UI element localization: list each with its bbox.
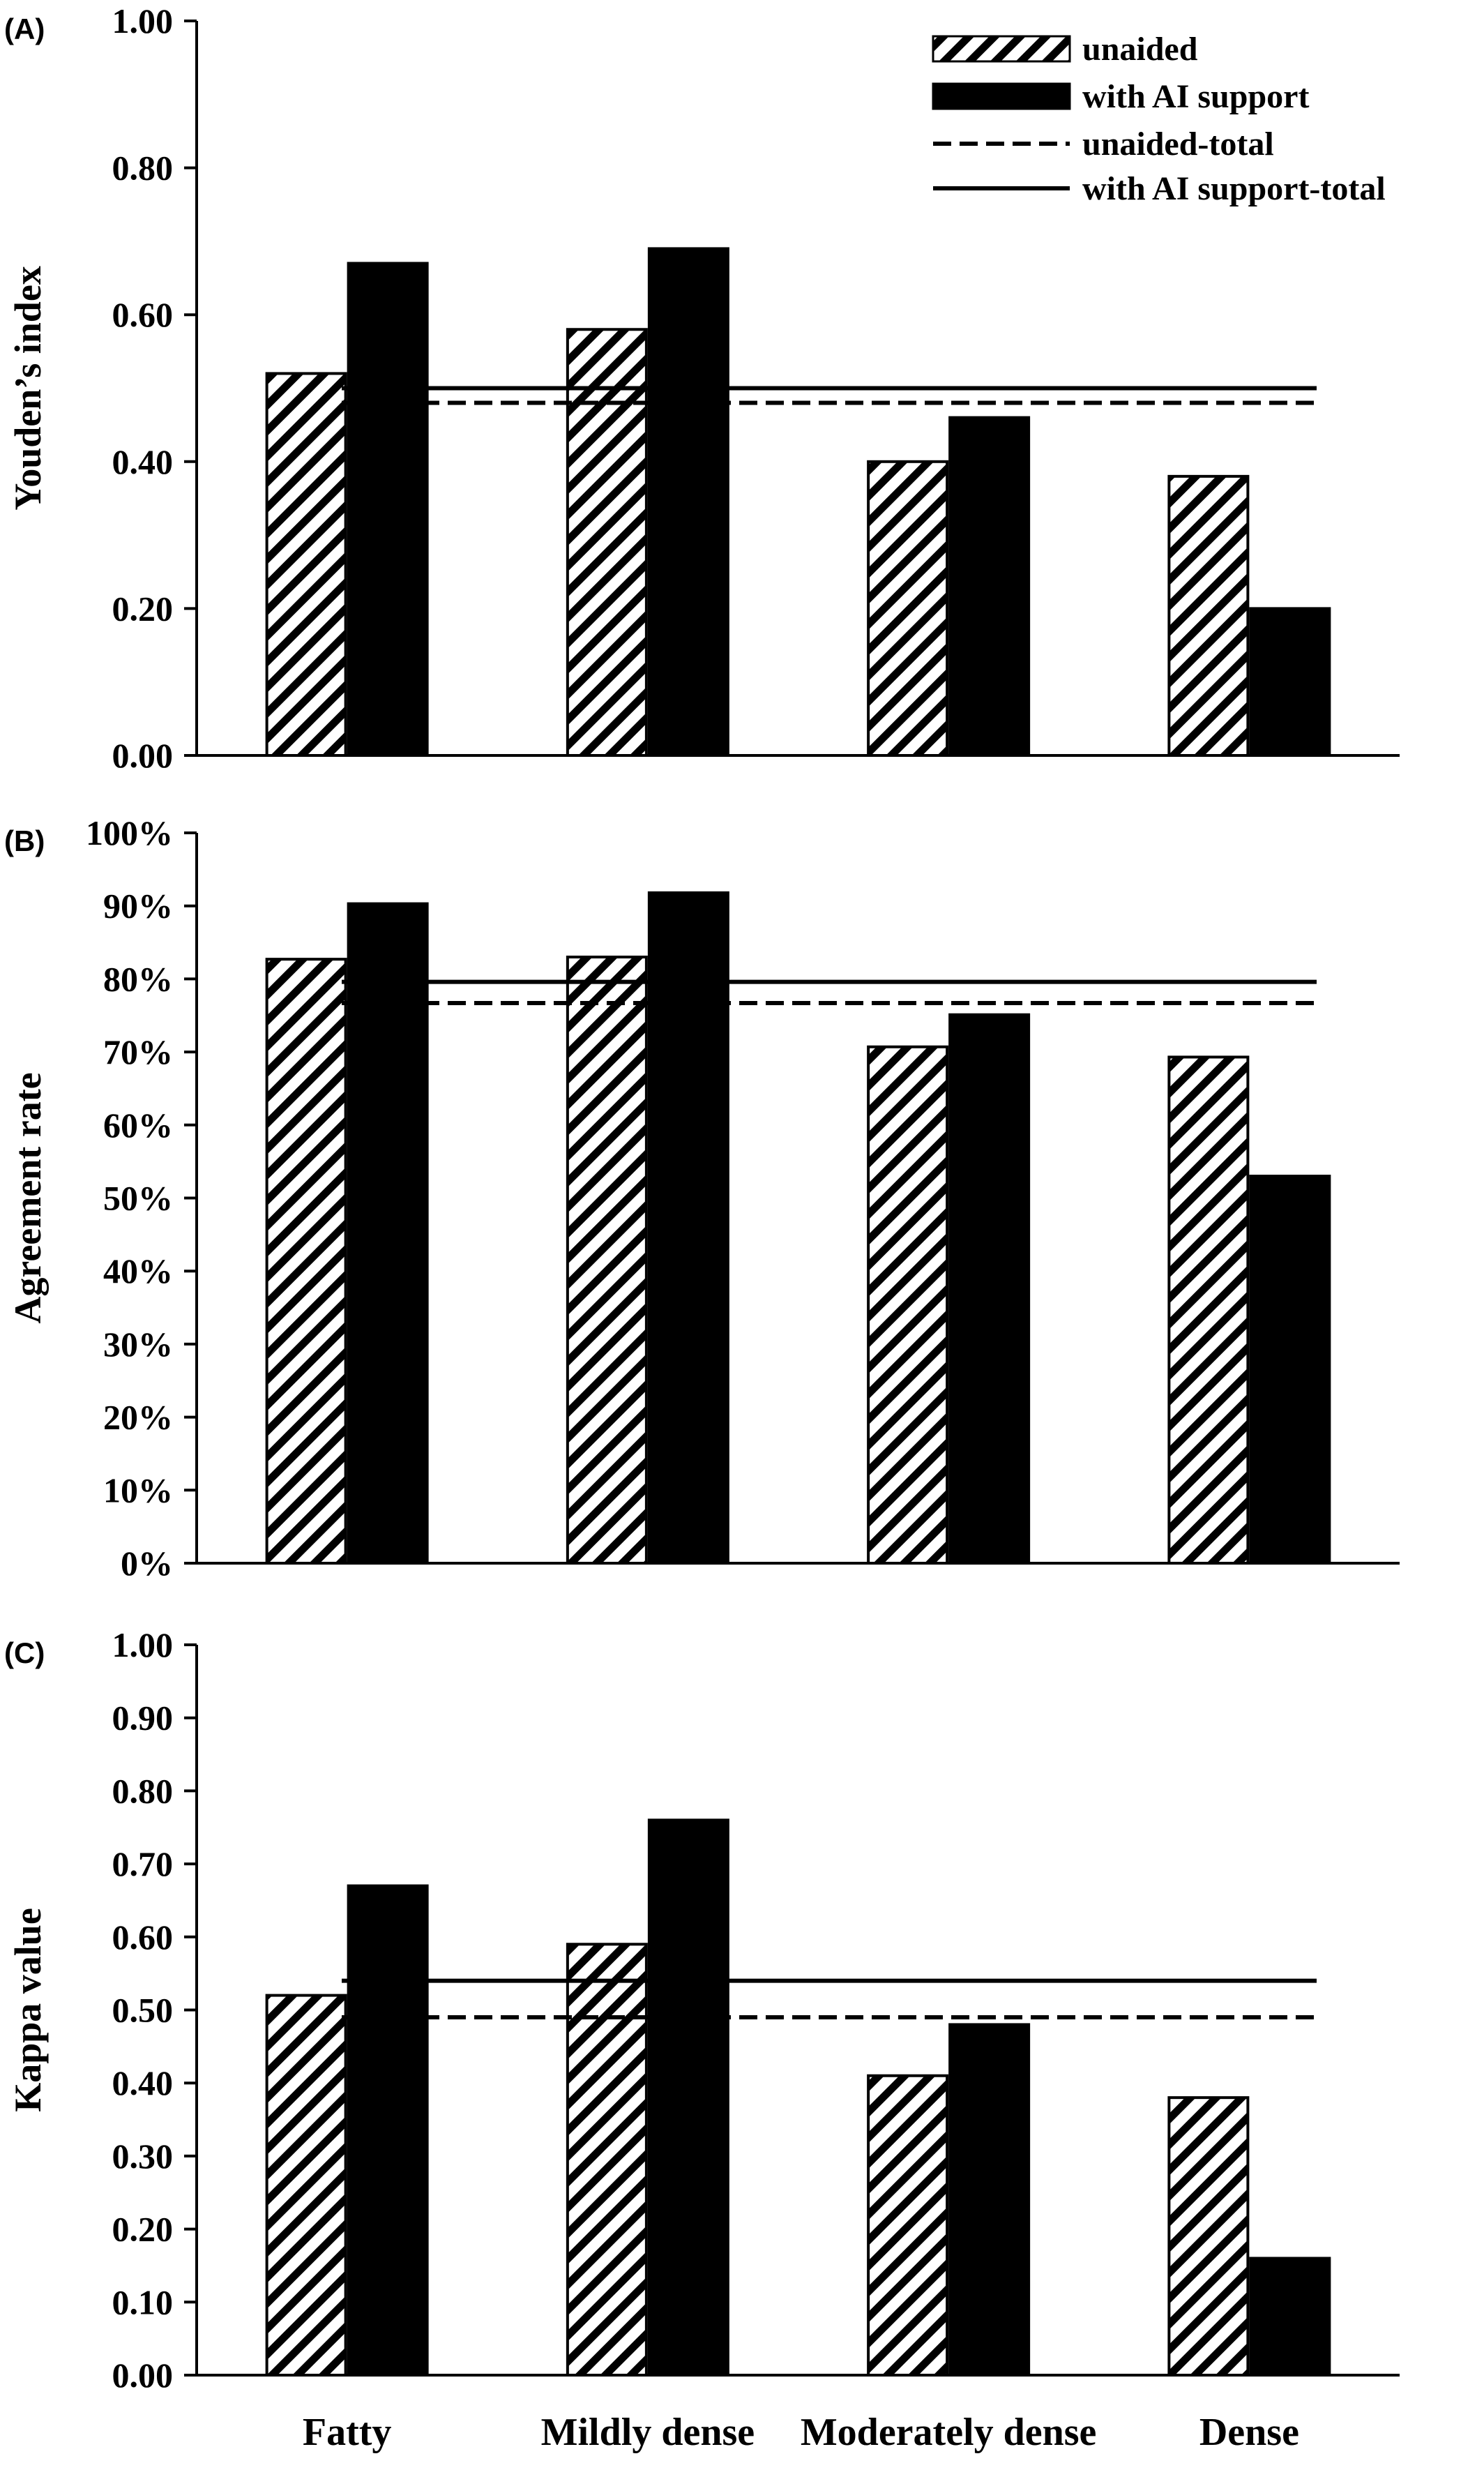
legend-label: unaided-total <box>1082 126 1274 163</box>
y-tick-label: 40% <box>103 1251 173 1290</box>
y-tick-label: 1.00 <box>112 1625 174 1664</box>
y-tick-label: 90% <box>103 887 173 926</box>
category-label: Mildly dense <box>541 2411 755 2454</box>
y-axis-title: Agreement rate <box>7 1072 49 1323</box>
y-tick-label: 0.40 <box>112 442 174 481</box>
legend-label: with AI support-total <box>1082 170 1386 207</box>
bar-unaided <box>566 328 648 757</box>
y-tick-label: 0.60 <box>112 1918 174 1957</box>
panel-label: (C) <box>4 1636 45 1669</box>
legend-swatch-with-ai-support <box>932 82 1071 110</box>
bar-unaided <box>566 955 648 1565</box>
bar-unaided <box>566 1943 648 2377</box>
bar-unaided <box>1167 2096 1250 2377</box>
bar-with-ai-support <box>948 416 1031 757</box>
y-tick-label: 50% <box>103 1179 173 1218</box>
bar-with-ai-support <box>347 902 429 1565</box>
y-tick-label: 1.00 <box>112 1 174 40</box>
y-tick-label: 100% <box>86 813 173 852</box>
bar-with-ai-support <box>1249 2257 1331 2377</box>
bar-with-ai-support <box>647 247 729 757</box>
y-tick-label: 0.00 <box>112 2356 174 2395</box>
y-tick-label: 80% <box>103 959 173 998</box>
bar-unaided <box>867 2074 949 2377</box>
y-tick-label: 0.50 <box>112 1991 174 2030</box>
y-tick-label: 30% <box>103 1325 173 1364</box>
bar-unaided <box>1167 1055 1250 1565</box>
bar-with-ai-support <box>347 1884 429 2377</box>
y-tick-label: 0.20 <box>112 589 174 628</box>
bar-with-ai-support <box>647 1818 729 2377</box>
y-tick-label: 0.40 <box>112 2063 174 2102</box>
panel-2: (B) Agreement rate 0% 10% 20% 30% 40% 50% 60% 70%… <box>4 813 1400 1583</box>
panel-3: (C) Kappa value 0.00 0.10 0.20 0.30 0.40 0.50 0.… <box>4 1625 1400 2454</box>
legend-swatch-unaided <box>932 35 1071 63</box>
y-axis-title: Kappa value <box>7 1908 49 2112</box>
bar-unaided <box>265 1994 347 2377</box>
y-tick-label: 0.30 <box>112 2137 174 2176</box>
bar-with-ai-support <box>1249 1175 1331 1565</box>
y-tick-label: 0.60 <box>112 295 174 334</box>
bar-with-ai-support <box>948 1013 1031 1565</box>
y-tick-label: 0.10 <box>112 2282 174 2321</box>
bar-unaided <box>265 958 347 1565</box>
bar-unaided <box>265 372 347 757</box>
y-tick-label: 0.80 <box>112 149 174 188</box>
panel-label: (B) <box>4 824 45 857</box>
y-tick-label: 0% <box>121 1544 173 1583</box>
bar-unaided <box>1167 474 1250 757</box>
y-tick-label: 10% <box>103 1470 173 1509</box>
category-label: Fatty <box>303 2411 392 2454</box>
y-tick-label: 20% <box>103 1398 173 1437</box>
panel-label: (A) <box>4 13 45 45</box>
y-tick-label: 70% <box>103 1032 173 1071</box>
y-tick-label: 0.20 <box>112 2210 174 2249</box>
panel-1: (A) Youden’s index 0.00 0.20 0.40 0.60 0.80 1.0… <box>4 1 1400 775</box>
bar-with-ai-support <box>347 262 429 757</box>
bar-with-ai-support <box>647 891 729 1565</box>
bar-unaided <box>867 1045 949 1565</box>
legend-label: with AI support <box>1082 78 1309 115</box>
category-label: Dense <box>1199 2411 1299 2454</box>
y-tick-label: 0.80 <box>112 1771 174 1810</box>
bar-unaided <box>867 460 949 757</box>
y-axis-title: Youden’s index <box>7 266 49 511</box>
y-tick-label: 0.00 <box>112 736 174 775</box>
legend: unaided with AI support unaided-total with … <box>932 31 1386 207</box>
y-tick-label: 60% <box>103 1106 173 1145</box>
legend-label: unaided <box>1082 31 1198 68</box>
y-tick-label: 0.70 <box>112 1844 174 1883</box>
bar-with-ai-support <box>1249 607 1331 758</box>
y-tick-label: 0.90 <box>112 1699 174 1738</box>
bar-with-ai-support <box>948 2023 1031 2377</box>
category-label: Moderately dense <box>801 2411 1097 2454</box>
